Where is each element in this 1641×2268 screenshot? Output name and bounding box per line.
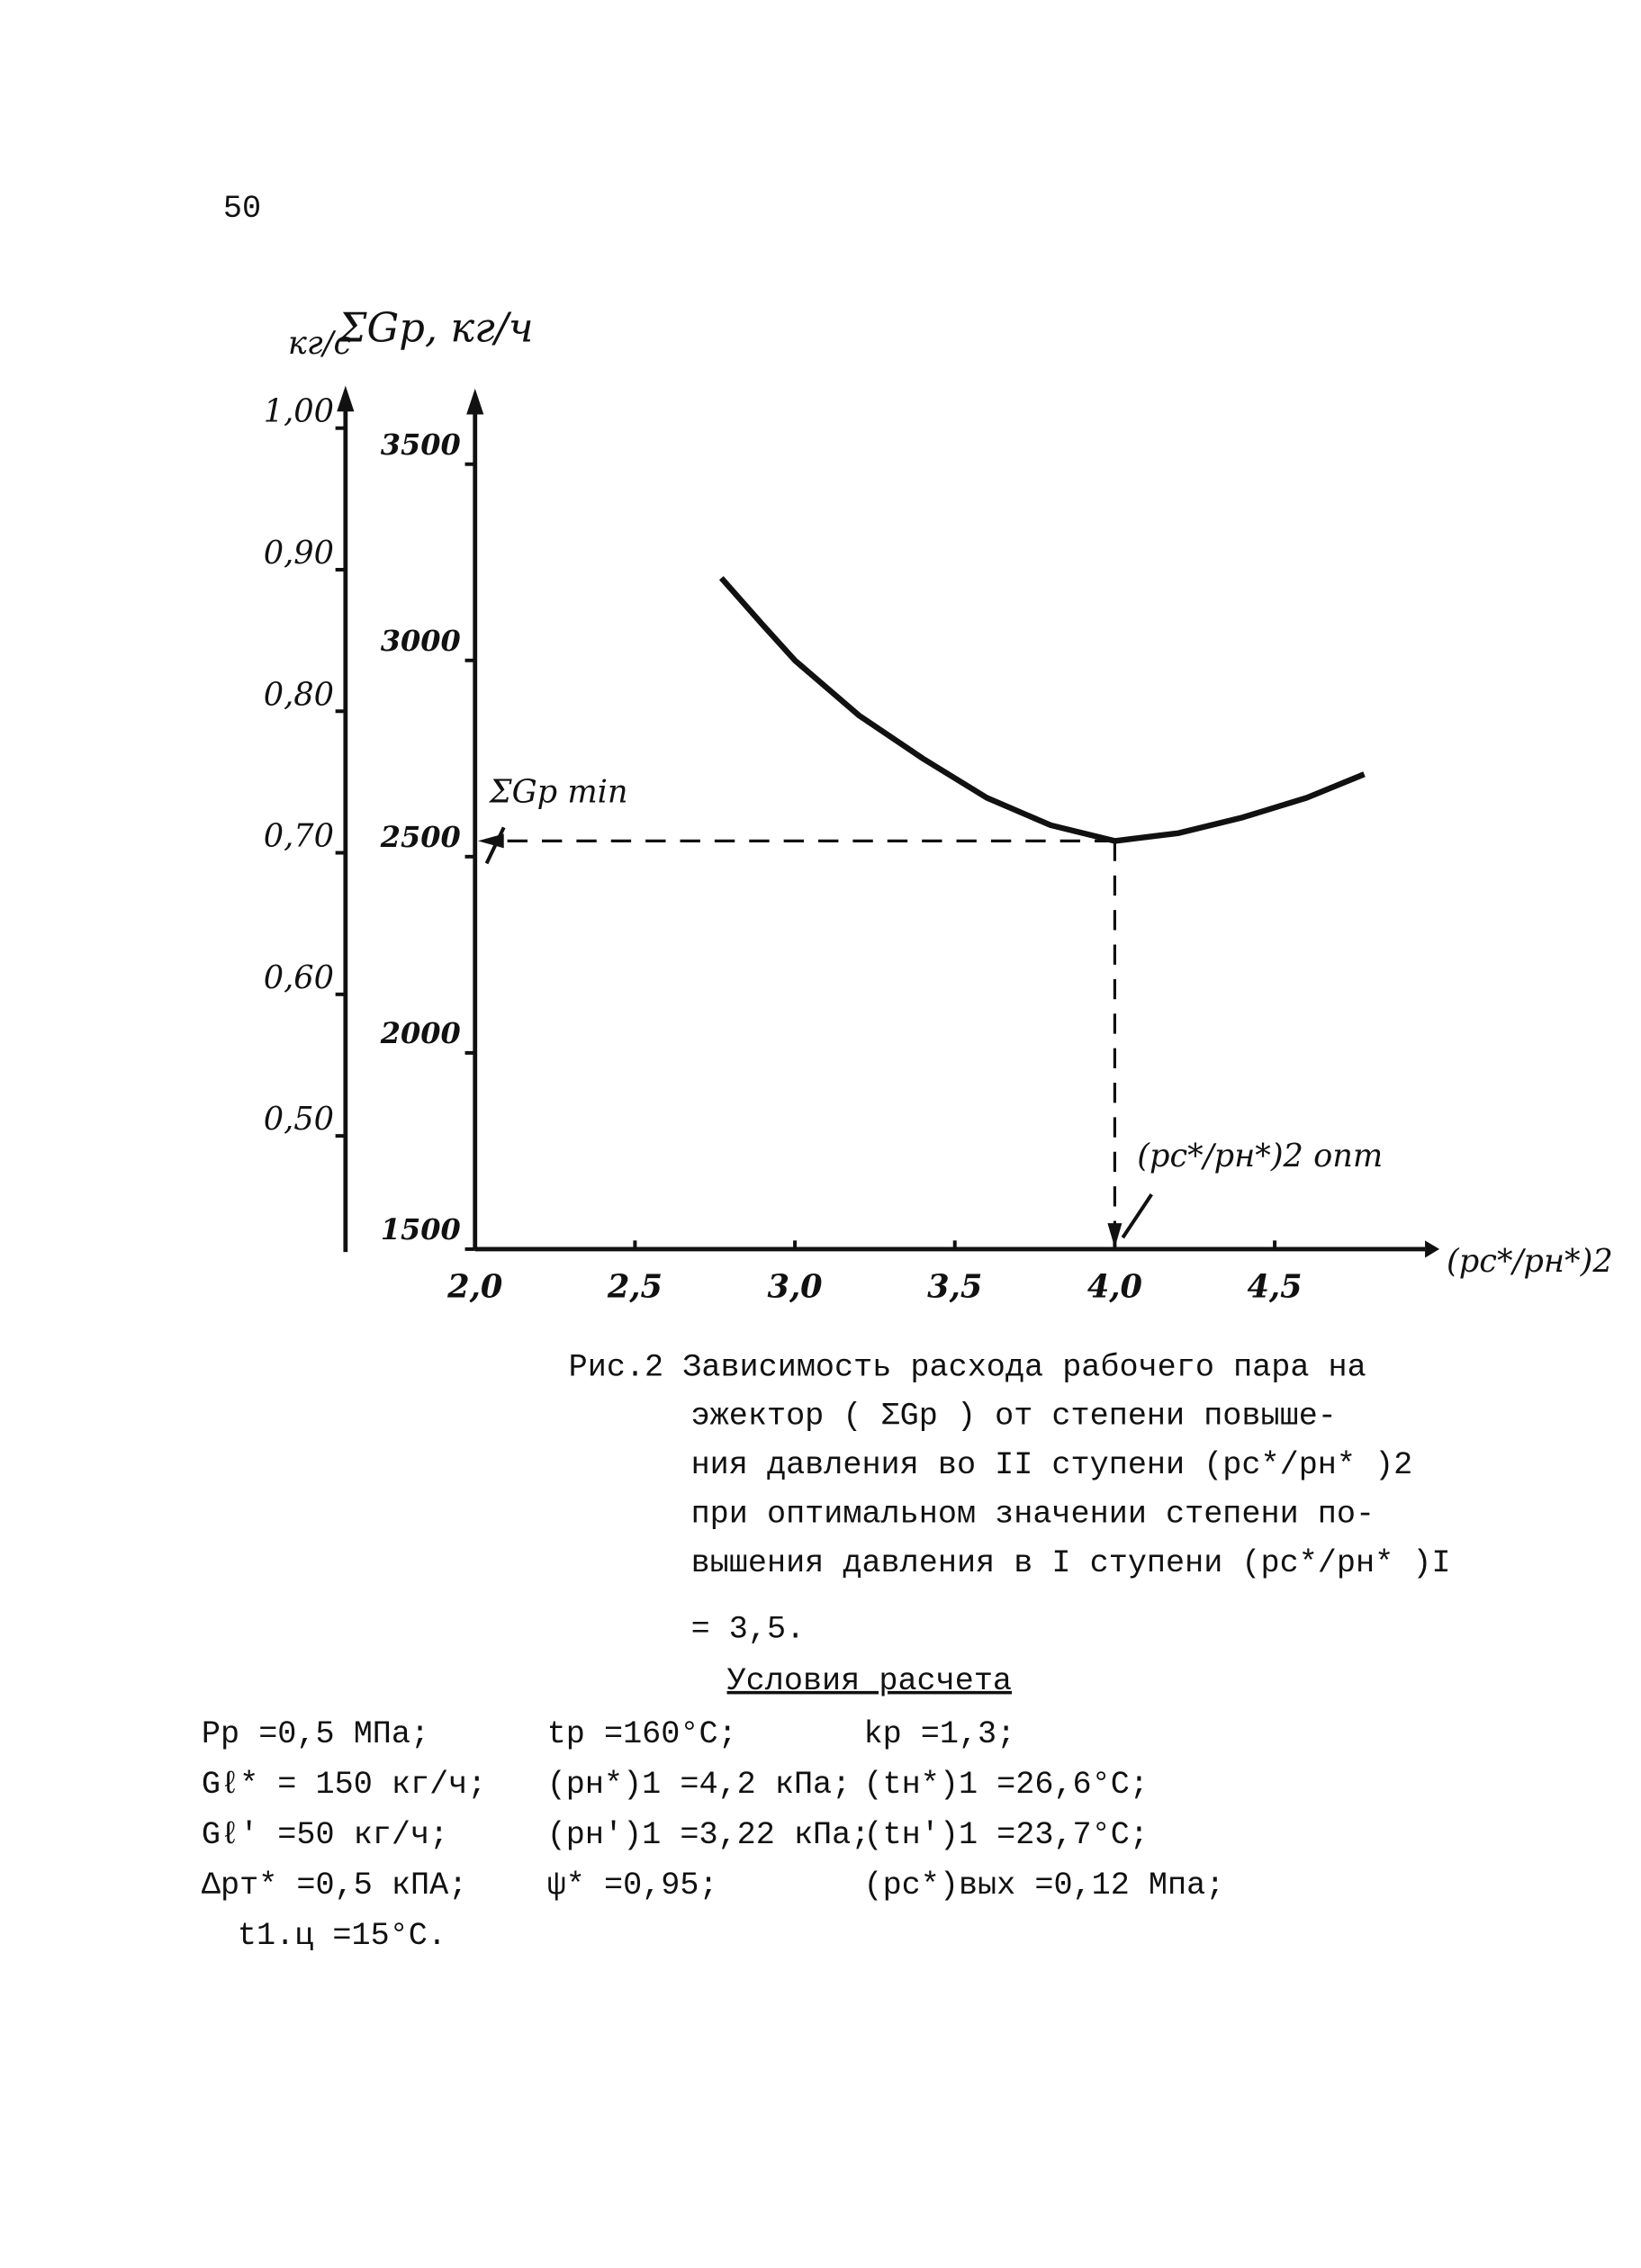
leader	[1121, 1193, 1153, 1239]
curve	[718, 576, 1366, 844]
annotation-min: ΣGp min	[488, 774, 628, 811]
arrow	[466, 388, 484, 415]
condition: tр =160°C;	[547, 1716, 737, 1752]
caption-line: = 3,5.	[691, 1611, 806, 1647]
x-tick-label: 2,5	[607, 1269, 663, 1306]
condition: ψ* =0,95;	[547, 1868, 718, 1904]
condition: Gℓ' =50 кг/ч;	[202, 1817, 448, 1853]
y2-tick-label: 0,50	[264, 1101, 334, 1138]
condition: Gℓ* = 150 кг/ч;	[202, 1767, 486, 1803]
caption-line: эжектор ( ΣGр ) от степени повыше-	[691, 1399, 1337, 1435]
y-tick-label: 2000	[380, 1016, 461, 1050]
arrow	[477, 833, 504, 849]
y2-label: кг/с	[288, 325, 352, 362]
arrow	[337, 385, 355, 412]
x-tick-label: 3,5	[927, 1269, 982, 1306]
x-label: (pc*/pн*)2	[1447, 1243, 1613, 1280]
condition: kр =1,3;	[863, 1716, 1015, 1752]
caption-line: при оптимальном значении степени по-	[691, 1496, 1375, 1532]
y2-tick-label: 1,00	[264, 393, 334, 430]
arrow	[1107, 1223, 1123, 1248]
condition: Δpт* =0,5 кПА;	[202, 1868, 467, 1904]
y-label: ΣGp, кг/ч	[337, 303, 534, 351]
x-tick-label: 2,0	[446, 1269, 503, 1306]
x-tick-label: 4,5	[1247, 1269, 1302, 1306]
condition: (pн*)1 =4,2 кПа;	[547, 1767, 852, 1803]
y2-tick-label: 0,80	[264, 676, 334, 713]
condition: (tн*)1 =26,6°C;	[863, 1767, 1148, 1803]
y-tick-label: 2500	[380, 820, 461, 854]
y2-tick-label: 0,70	[264, 818, 334, 855]
caption-line: вышения давления в I ступени (pc*/pн* )I	[691, 1545, 1451, 1581]
condition: (pн')1 =3,22 кПа;	[547, 1817, 870, 1853]
caption-line: ния давления во II ступени (pc*/pн* )2	[691, 1447, 1413, 1483]
y-tick-label: 3000	[381, 624, 461, 658]
x-tick-label: 4,0	[1087, 1269, 1143, 1306]
page-number: 50	[223, 191, 261, 227]
x-tick-label: 3,0	[767, 1269, 823, 1306]
condition: t1.ц =15°C.	[238, 1918, 446, 1954]
y-tick-label: 1500	[381, 1212, 461, 1246]
y2-tick-label: 0,90	[264, 535, 334, 572]
caption-line: Рис.2 Зависимость расхода рабочего пара …	[569, 1349, 1366, 1385]
y2-tick-label: 0,60	[264, 959, 334, 996]
arrow	[1425, 1240, 1440, 1258]
conditions-title: Условия расчета	[727, 1663, 1012, 1699]
condition: (tн')1 =23,7°C;	[863, 1817, 1148, 1853]
annotation-opt: (pc*/pн*)2 опт	[1137, 1138, 1383, 1174]
condition: Pр =0,5 МПа;	[202, 1716, 429, 1752]
y-tick-label: 3500	[381, 428, 461, 462]
condition: (pc*)вых =0,12 Мпа;	[863, 1868, 1224, 1904]
